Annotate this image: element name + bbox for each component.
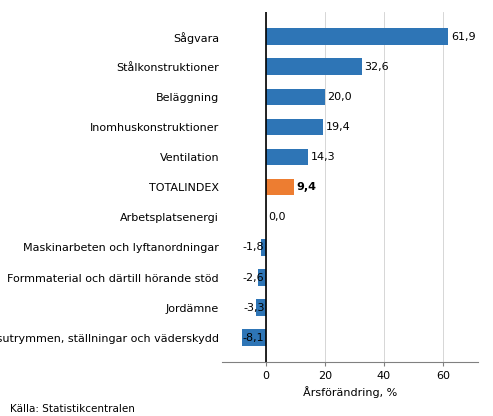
Bar xyxy=(266,179,294,196)
Bar xyxy=(242,329,266,346)
Text: 61,9: 61,9 xyxy=(451,32,475,42)
Text: -3,3: -3,3 xyxy=(243,303,265,313)
Bar xyxy=(258,269,266,286)
Bar xyxy=(266,28,449,45)
Text: -8,1: -8,1 xyxy=(243,333,265,343)
Text: 9,4: 9,4 xyxy=(296,182,316,192)
Bar xyxy=(266,89,325,105)
Text: 14,3: 14,3 xyxy=(311,152,335,162)
Text: Källa: Statistikcentralen: Källa: Statistikcentralen xyxy=(10,404,135,414)
Bar xyxy=(266,59,362,75)
Bar xyxy=(261,239,266,256)
X-axis label: Årsförändring, %: Årsförändring, % xyxy=(303,386,397,399)
Text: -1,8: -1,8 xyxy=(243,243,265,253)
Text: 0,0: 0,0 xyxy=(268,212,286,222)
Text: 20,0: 20,0 xyxy=(327,92,352,102)
Text: 19,4: 19,4 xyxy=(325,122,351,132)
Bar xyxy=(256,300,266,316)
Text: -2,6: -2,6 xyxy=(243,272,265,282)
Bar xyxy=(266,119,323,135)
Bar xyxy=(266,149,308,166)
Text: 32,6: 32,6 xyxy=(364,62,389,72)
